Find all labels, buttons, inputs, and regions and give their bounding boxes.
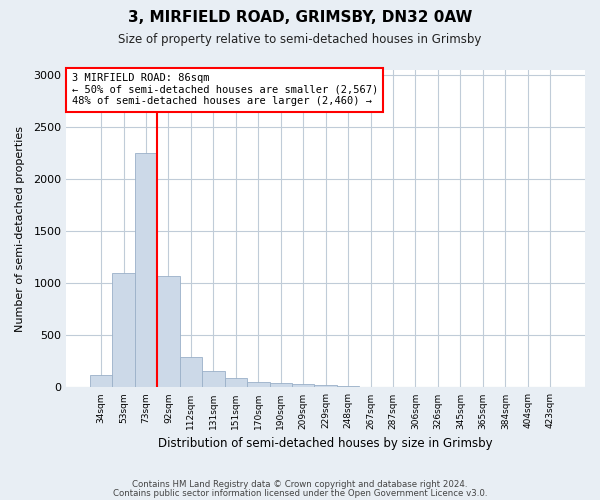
Bar bbox=[202, 372, 224, 388]
Bar bbox=[292, 384, 314, 388]
Bar bbox=[382, 387, 404, 388]
Bar bbox=[269, 382, 292, 388]
Text: 3, MIRFIELD ROAD, GRIMSBY, DN32 0AW: 3, MIRFIELD ROAD, GRIMSBY, DN32 0AW bbox=[128, 10, 472, 25]
Text: Contains public sector information licensed under the Open Government Licence v3: Contains public sector information licen… bbox=[113, 488, 487, 498]
Bar bbox=[247, 382, 269, 388]
Bar bbox=[359, 387, 382, 388]
Bar bbox=[337, 386, 359, 388]
Text: Contains HM Land Registry data © Crown copyright and database right 2024.: Contains HM Land Registry data © Crown c… bbox=[132, 480, 468, 489]
Bar bbox=[224, 378, 247, 388]
Text: 3 MIRFIELD ROAD: 86sqm
← 50% of semi-detached houses are smaller (2,567)
48% of : 3 MIRFIELD ROAD: 86sqm ← 50% of semi-det… bbox=[71, 73, 378, 106]
Text: Size of property relative to semi-detached houses in Grimsby: Size of property relative to semi-detach… bbox=[118, 32, 482, 46]
Bar bbox=[135, 154, 157, 388]
X-axis label: Distribution of semi-detached houses by size in Grimsby: Distribution of semi-detached houses by … bbox=[158, 437, 493, 450]
Bar bbox=[314, 386, 337, 388]
Bar bbox=[157, 276, 180, 388]
Bar bbox=[180, 357, 202, 388]
Bar bbox=[90, 375, 112, 388]
Y-axis label: Number of semi-detached properties: Number of semi-detached properties bbox=[15, 126, 25, 332]
Bar bbox=[112, 273, 135, 388]
